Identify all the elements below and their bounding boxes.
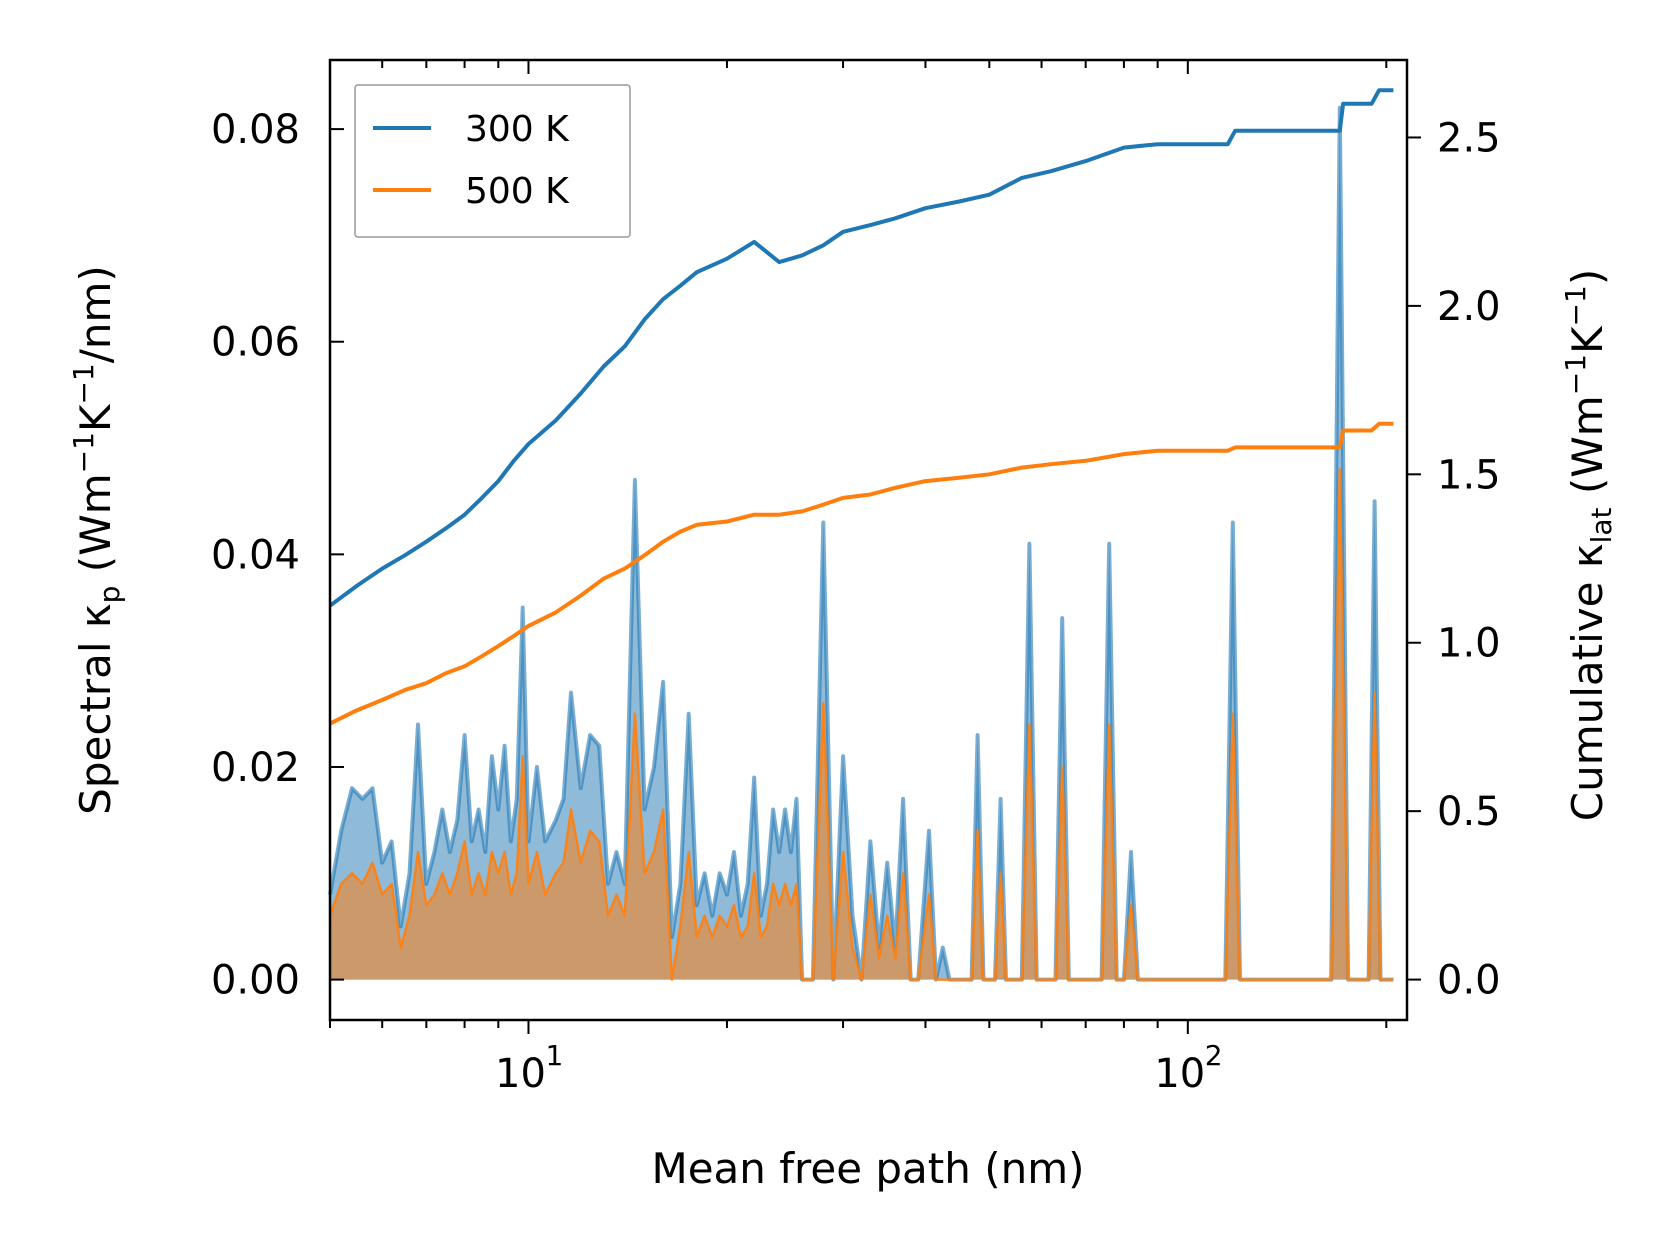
plot-area (328, 88, 1394, 982)
cumulative-line-500k (329, 421, 1394, 726)
legend-box (354, 84, 631, 238)
legend-label-500k: 500 K (465, 171, 570, 212)
x-tick-label-10: 10 1 (495, 1039, 563, 1097)
spectral-line-300k (328, 105, 1394, 982)
x-tick-label-exponent: 2 (1205, 1039, 1223, 1072)
legend-label-300k: 300 K (465, 109, 570, 150)
x-tick-label-base: 10 (495, 1051, 546, 1097)
right-axis-label: Cumulative κlat (Wm−1K−1) (1559, 269, 1618, 821)
left-tick-label: 0.00 (211, 958, 300, 1004)
x-tick-label-base: 10 (1154, 1051, 1205, 1097)
right-tick-label: 0.0 (1437, 958, 1501, 1004)
right-tick-label: 2.5 (1437, 116, 1501, 162)
left-tick-label: 0.06 (211, 320, 300, 366)
spectral-area-500k (330, 469, 1394, 980)
right-tick-label: 2.0 (1437, 284, 1501, 330)
cumulative-line-300k (328, 88, 1394, 608)
right-tick-label: 1.0 (1437, 621, 1501, 667)
legend: 300 K 500 K (354, 84, 631, 238)
x-tick-label-100: 10 2 (1154, 1039, 1222, 1097)
spectral-line-500k (328, 468, 1394, 981)
axes-frame (328, 58, 1409, 1022)
left-axis-label: Spectral κp (Wm−1K−1/nm) (67, 265, 126, 815)
right-tick-label: 0.5 (1437, 789, 1501, 835)
x-axis-label: Mean free path (nm) (651, 1144, 1084, 1193)
left-tick-label: 0.08 (211, 107, 300, 153)
left-tick-label: 0.04 (211, 532, 300, 578)
left-tick-label: 0.02 (211, 745, 300, 791)
right-tick-label: 1.5 (1437, 452, 1501, 498)
spectral-area-300k (330, 107, 1394, 980)
axis-ticks (329, 60, 1421, 1034)
x-tick-label-exponent: 1 (546, 1039, 564, 1072)
